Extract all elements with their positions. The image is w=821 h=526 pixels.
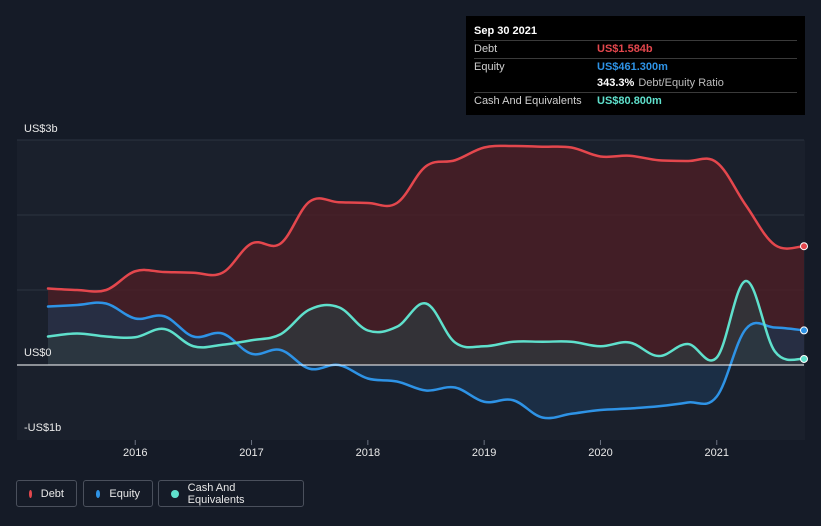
tooltip-ratio-value: 343.3% [597, 77, 635, 89]
tooltip-equity-value: US$461.300m [597, 60, 668, 73]
tooltip-row-cash: Cash And Equivalents US$80.800m [474, 91, 797, 110]
tooltip-row-ratio: 343.3% Debt/Equity Ratio [474, 75, 797, 92]
tooltip-row-debt: Debt US$1.584b [474, 40, 797, 58]
tooltip-row-equity: Equity US$461.300m [474, 57, 797, 76]
tooltip-debt-value: US$1.584b [597, 43, 653, 55]
equity-end-marker[interactable] [800, 326, 808, 335]
cash-end-marker[interactable] [800, 354, 808, 363]
debt-line [46, 144, 806, 293]
tooltip-ratio-spacer [474, 75, 597, 92]
tooltip-cash-label: Cash And Equivalents [474, 94, 582, 107]
legend-equity-label: Equity [109, 487, 140, 500]
legend-equity-swatch [96, 489, 101, 498]
y-tick-label-0: US$0 [24, 347, 52, 359]
legend-cash-label: Cash And Equivalents [187, 481, 245, 506]
tooltip-date: Sep 30 2021 [474, 25, 537, 37]
legend-debt-swatch [29, 489, 32, 498]
x-tick-label-2021: 2021 [705, 447, 729, 459]
legend-debt[interactable]: Debt [16, 480, 77, 507]
x-tick-label-2019: 2019 [472, 447, 496, 459]
equity-line [46, 301, 806, 420]
x-tick-label-2016: 2016 [123, 447, 147, 459]
legend-equity[interactable]: Equity [83, 480, 153, 507]
data-tooltip: Sep 30 2021 Debt US$1.584b Equity US$461… [466, 16, 805, 115]
equity-area [48, 302, 804, 419]
y-tick-label-neg1b: -US$1b [24, 422, 62, 434]
debt-end-marker[interactable] [800, 242, 808, 251]
debt-area [48, 145, 804, 365]
tooltip-equity-label: Equity [474, 60, 505, 73]
legend-cash-swatch [171, 489, 179, 498]
x-tick-label-2018: 2018 [356, 447, 380, 459]
cash-line [46, 279, 806, 362]
legend-cash[interactable]: Cash And Equivalents [158, 480, 304, 507]
x-tick-label-2020: 2020 [588, 447, 612, 459]
tooltip-ratio-label: Debt/Equity Ratio [638, 77, 724, 89]
legend-debt-label: Debt [40, 487, 64, 500]
tooltip-cash-value: US$80.800m [597, 94, 662, 107]
y-tick-label-3b: US$3b [24, 123, 58, 135]
tooltip-debt-label: Debt [474, 43, 498, 55]
x-tick-label-2017: 2017 [239, 447, 263, 459]
